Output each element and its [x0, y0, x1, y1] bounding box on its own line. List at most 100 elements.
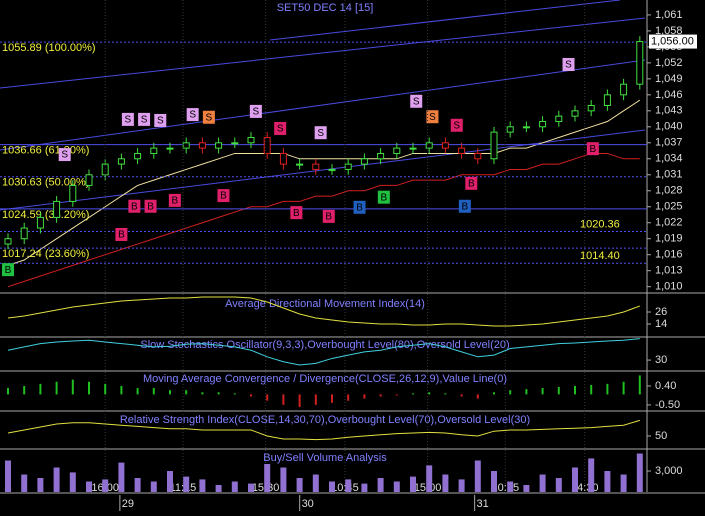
candle-body — [409, 147, 417, 150]
y-tick-label: 1,034 — [655, 153, 683, 165]
signal-marker — [217, 189, 230, 203]
moving-average — [7, 152, 640, 288]
volume-bar — [474, 460, 481, 492]
volume-bar — [393, 481, 400, 492]
y-tick-label: 1,037 — [655, 137, 683, 149]
volume-bar — [199, 479, 206, 492]
signal-label: B — [5, 265, 12, 276]
candle-body — [166, 147, 174, 150]
volume-bar — [523, 485, 530, 492]
signal-label: B — [131, 201, 138, 212]
volume-bar — [555, 478, 562, 492]
fib-label: 1024.59 (38.20%) — [2, 209, 89, 221]
signal-label: S — [141, 115, 148, 126]
signal-marker — [465, 176, 478, 190]
volume-bar — [377, 478, 384, 492]
signal-marker — [322, 209, 335, 223]
signal-marker — [353, 200, 366, 214]
candle-body — [571, 110, 579, 117]
volume-bar — [458, 479, 465, 492]
y-tick-label: 1,052 — [655, 57, 683, 69]
volume-bar — [442, 474, 449, 492]
y-tick-label: 1,031 — [655, 169, 683, 181]
signal-label: S — [61, 150, 68, 161]
signal-marker — [121, 112, 134, 126]
volume-bar — [167, 471, 173, 492]
candle-body — [134, 152, 142, 160]
signal-label: S — [157, 116, 164, 127]
y-tick-label: 1,010 — [655, 281, 683, 293]
signal-marker — [426, 110, 439, 124]
volume-bar — [53, 467, 60, 492]
panel-title: Moving Average Convergence / Divergence(… — [143, 373, 507, 385]
candle-body — [85, 174, 93, 186]
signal-marker — [186, 108, 199, 122]
candle-body — [522, 126, 530, 129]
y-tick-label: 30 — [655, 354, 667, 366]
candle-body — [231, 142, 239, 145]
candle-body — [215, 142, 223, 149]
volume-bar — [21, 474, 28, 492]
y-tick-label: 50 — [655, 430, 667, 442]
y-tick-label: 1,040 — [655, 121, 683, 133]
volume-bar — [312, 474, 319, 492]
candle-body — [117, 158, 125, 165]
candle-body — [198, 142, 206, 149]
candle-body — [636, 41, 644, 85]
y-tick-label: 1,022 — [655, 217, 683, 229]
trend-line — [269, 0, 621, 41]
indicator-line — [7, 419, 640, 441]
signal-marker — [410, 94, 423, 108]
price-level-label: 1014.40 — [580, 250, 620, 262]
y-tick-label: 0.40 — [655, 380, 676, 392]
candle-body — [69, 184, 77, 202]
candle-body — [344, 163, 352, 170]
candle-body — [20, 227, 28, 240]
candle-body — [441, 142, 449, 149]
volume-bar — [410, 476, 416, 492]
panel-title: Average Directional Movement Index(14) — [225, 298, 425, 310]
y-tick-label: 1,049 — [655, 73, 683, 85]
candle-body — [4, 238, 12, 245]
volume-bar — [102, 479, 109, 492]
candle-body — [296, 163, 304, 166]
candle-body — [53, 200, 61, 218]
volume-bar — [69, 472, 76, 492]
panel-title: Relative Strength Index(CLOSE,14,30,70),… — [120, 414, 530, 426]
candle-body — [279, 152, 287, 165]
indicator-line — [7, 296, 640, 327]
volume-bar — [620, 474, 627, 492]
y-tick-label: 26 — [655, 306, 667, 318]
volume-bar — [86, 481, 92, 492]
signal-label: B — [381, 192, 388, 203]
volume-bar — [604, 471, 611, 492]
signal-label: B — [220, 191, 227, 202]
candle-body — [555, 115, 563, 122]
signal-label: B — [147, 201, 154, 212]
signal-marker — [58, 148, 71, 162]
signal-label: S — [565, 60, 572, 71]
volume-bar — [183, 476, 190, 492]
candle-body — [506, 126, 514, 133]
signal-label: B — [468, 178, 475, 189]
panel-title: Slow Stochastics Oscillator(9,3,3),Overb… — [140, 339, 509, 351]
fib-label: 1036.66 (61.80%) — [2, 145, 89, 157]
volume-bar — [215, 485, 222, 492]
signal-marker — [450, 118, 463, 132]
signal-label: S — [189, 110, 196, 121]
signal-label: S — [253, 107, 260, 118]
volume-bar — [248, 483, 254, 492]
y-tick-label: 14 — [655, 318, 667, 330]
candle-body — [393, 147, 401, 154]
volume-bar — [491, 471, 497, 492]
signal-label: S — [453, 120, 460, 131]
signal-marker — [128, 199, 141, 213]
signal-label: S — [413, 96, 420, 107]
last-price-box — [649, 34, 697, 49]
signal-label: S — [277, 124, 284, 135]
volume-bar — [5, 460, 11, 492]
signal-label: S — [206, 112, 213, 123]
date-label: 31 — [477, 498, 489, 510]
candle-body — [263, 136, 271, 154]
